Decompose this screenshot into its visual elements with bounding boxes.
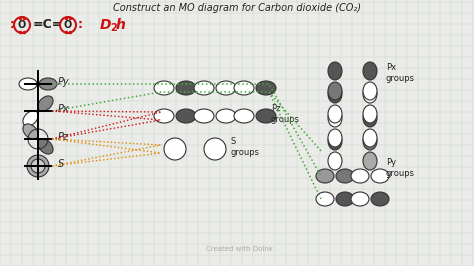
Ellipse shape xyxy=(328,129,342,147)
Ellipse shape xyxy=(23,124,38,139)
Ellipse shape xyxy=(363,85,377,103)
Ellipse shape xyxy=(328,85,342,103)
Ellipse shape xyxy=(216,81,236,95)
Ellipse shape xyxy=(316,169,334,183)
Text: Created with DoInk: Created with DoInk xyxy=(207,246,273,252)
Ellipse shape xyxy=(363,105,377,123)
Ellipse shape xyxy=(256,109,276,123)
Text: Px: Px xyxy=(58,104,70,114)
Ellipse shape xyxy=(328,152,342,170)
Ellipse shape xyxy=(328,109,342,127)
Text: S: S xyxy=(58,159,64,169)
Circle shape xyxy=(31,159,45,173)
Text: 2: 2 xyxy=(110,23,117,33)
Ellipse shape xyxy=(363,62,377,80)
Ellipse shape xyxy=(176,81,196,95)
Ellipse shape xyxy=(194,109,214,123)
Ellipse shape xyxy=(176,109,196,123)
Text: h: h xyxy=(116,18,126,32)
Text: Pz: Pz xyxy=(58,132,69,142)
Ellipse shape xyxy=(336,169,354,183)
Text: D: D xyxy=(100,18,111,32)
Ellipse shape xyxy=(328,82,342,100)
Circle shape xyxy=(27,155,49,177)
Ellipse shape xyxy=(363,129,377,147)
Ellipse shape xyxy=(363,109,377,127)
Ellipse shape xyxy=(371,169,389,183)
Ellipse shape xyxy=(256,81,276,95)
Circle shape xyxy=(204,138,226,160)
Ellipse shape xyxy=(38,96,53,111)
Ellipse shape xyxy=(38,139,53,154)
Text: O: O xyxy=(18,20,26,30)
Ellipse shape xyxy=(154,109,174,123)
Ellipse shape xyxy=(39,78,57,90)
Ellipse shape xyxy=(363,82,377,100)
Ellipse shape xyxy=(351,169,369,183)
Ellipse shape xyxy=(194,81,214,95)
Ellipse shape xyxy=(371,192,389,206)
Text: O: O xyxy=(64,20,72,30)
Ellipse shape xyxy=(19,78,37,90)
Text: =C=: =C= xyxy=(33,19,64,31)
Text: Pz
groups: Pz groups xyxy=(271,104,300,124)
Text: :: : xyxy=(10,19,15,31)
Text: Construct an MO diagram for Carbon dioxide (CO₂): Construct an MO diagram for Carbon dioxi… xyxy=(113,3,361,13)
Text: Px
groups: Px groups xyxy=(386,63,415,83)
Ellipse shape xyxy=(234,81,254,95)
Ellipse shape xyxy=(328,132,342,150)
Ellipse shape xyxy=(336,192,354,206)
Ellipse shape xyxy=(154,81,174,95)
Ellipse shape xyxy=(328,62,342,80)
Ellipse shape xyxy=(216,109,236,123)
Ellipse shape xyxy=(351,192,369,206)
Ellipse shape xyxy=(363,132,377,150)
Ellipse shape xyxy=(328,105,342,123)
Ellipse shape xyxy=(363,152,377,170)
Text: Py
groups: Py groups xyxy=(386,158,415,178)
Text: S
groups: S groups xyxy=(231,137,260,157)
Ellipse shape xyxy=(23,111,38,126)
Ellipse shape xyxy=(316,192,334,206)
Circle shape xyxy=(164,138,186,160)
Text: :: : xyxy=(78,19,83,31)
Ellipse shape xyxy=(234,109,254,123)
Text: Py: Py xyxy=(58,77,70,87)
